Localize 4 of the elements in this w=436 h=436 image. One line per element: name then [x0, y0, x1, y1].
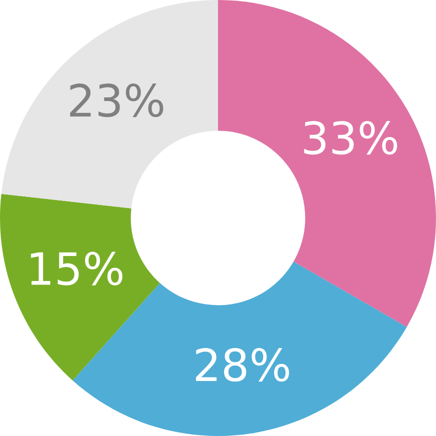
data-label: 15% [30, 252, 122, 286]
data-label: 23% [70, 84, 164, 118]
data-label: 33% [304, 120, 398, 155]
data-label: 28% [196, 348, 290, 382]
